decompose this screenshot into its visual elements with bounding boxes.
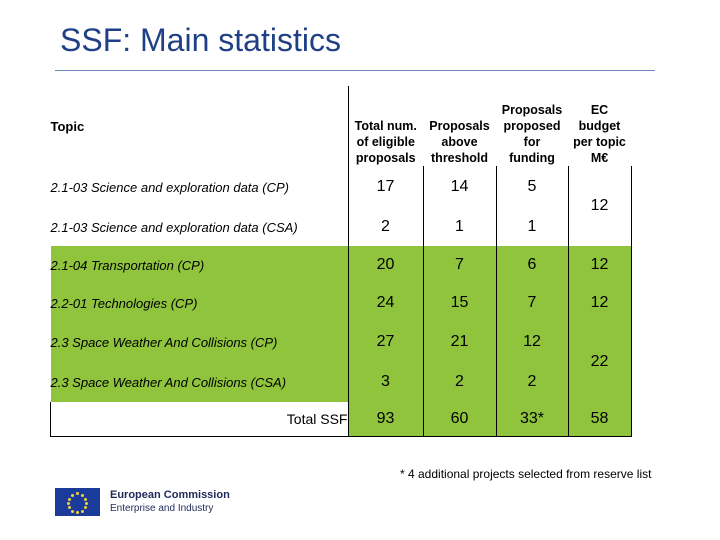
row-budget: 12 bbox=[567, 166, 632, 246]
row-eligible: 17 bbox=[348, 166, 424, 208]
row-above: 7 bbox=[423, 246, 497, 284]
row-above: 14 bbox=[423, 166, 497, 208]
row-topic: 2.3 Space Weather And Collisions (CP) bbox=[50, 322, 349, 362]
total-above: 60 bbox=[423, 402, 497, 437]
row-eligible: 3 bbox=[348, 362, 424, 402]
row-eligible: 27 bbox=[348, 322, 424, 362]
table-row: 2.3 Space Weather And Collisions (CP) 27… bbox=[50, 322, 632, 402]
statistics-table: Topic Total num. of eligible proposals P… bbox=[50, 86, 632, 437]
logo-line-2: Enterprise and Industry bbox=[110, 503, 214, 514]
total-eligible: 93 bbox=[348, 402, 424, 437]
row-funding: 2 bbox=[496, 362, 569, 402]
footnote: * 4 additional projects selected from re… bbox=[400, 467, 652, 481]
row-funding: 6 bbox=[496, 246, 569, 284]
row-topic: 2.1-04 Transportation (CP) bbox=[50, 246, 349, 284]
row-topic: 2.2-01 Technologies (CP) bbox=[50, 284, 349, 322]
header-above-threshold: Proposals above threshold bbox=[423, 86, 496, 166]
total-row: Total SSF 93 60 33* 58 bbox=[50, 402, 632, 437]
total-label: Total SSF bbox=[50, 402, 349, 437]
table-row: 2.1-04 Transportation (CP) 20 7 6 12 bbox=[50, 246, 632, 284]
table-header-row: Topic Total num. of eligible proposals P… bbox=[50, 86, 631, 166]
header-eligible: Total num. of eligible proposals bbox=[348, 86, 423, 166]
eu-flag-icon bbox=[55, 488, 100, 516]
table-row: 2.1-03 Science and exploration data (CP)… bbox=[50, 166, 632, 246]
logo-text: European Commission Enterprise and Indus… bbox=[110, 489, 230, 515]
header-budget: EC budget per topic M€ bbox=[568, 86, 631, 166]
row-above: 2 bbox=[423, 362, 497, 402]
table-row: 2.1-03 Science and exploration data (CSA… bbox=[50, 208, 632, 246]
row-topic: 2.1-03 Science and exploration data (CSA… bbox=[50, 208, 349, 246]
row-eligible: 24 bbox=[348, 284, 424, 322]
logo-line-1: European Commission bbox=[110, 489, 230, 501]
page-title: SSF: Main statistics bbox=[60, 22, 341, 58]
header-funding: Proposals proposed for funding bbox=[496, 86, 568, 166]
row-above: 15 bbox=[423, 284, 497, 322]
european-commission-logo: European Commission Enterprise and Indus… bbox=[55, 488, 230, 516]
row-topic: 2.3 Space Weather And Collisions (CSA) bbox=[50, 362, 349, 402]
row-funding: 12 bbox=[496, 322, 569, 362]
row-budget: 22 bbox=[568, 322, 632, 402]
row-funding: 7 bbox=[496, 284, 569, 322]
row-topic: 2.1-03 Science and exploration data (CP) bbox=[50, 166, 349, 208]
row-eligible: 20 bbox=[348, 246, 424, 284]
row-funding: 1 bbox=[496, 208, 569, 246]
table-row: 2.3 Space Weather And Collisions (CSA) 3… bbox=[50, 362, 632, 402]
row-funding: 5 bbox=[496, 166, 569, 208]
row-eligible: 2 bbox=[348, 208, 424, 246]
row-above: 1 bbox=[423, 208, 497, 246]
row-above: 21 bbox=[423, 322, 497, 362]
row-budget: 12 bbox=[568, 246, 632, 284]
total-funding: 33* bbox=[496, 402, 569, 437]
title-divider bbox=[55, 70, 655, 71]
table-row: 2.2-01 Technologies (CP) 24 15 7 12 bbox=[50, 284, 632, 322]
row-budget: 12 bbox=[568, 284, 632, 322]
header-topic: Topic bbox=[50, 86, 349, 166]
total-budget: 58 bbox=[568, 402, 632, 437]
